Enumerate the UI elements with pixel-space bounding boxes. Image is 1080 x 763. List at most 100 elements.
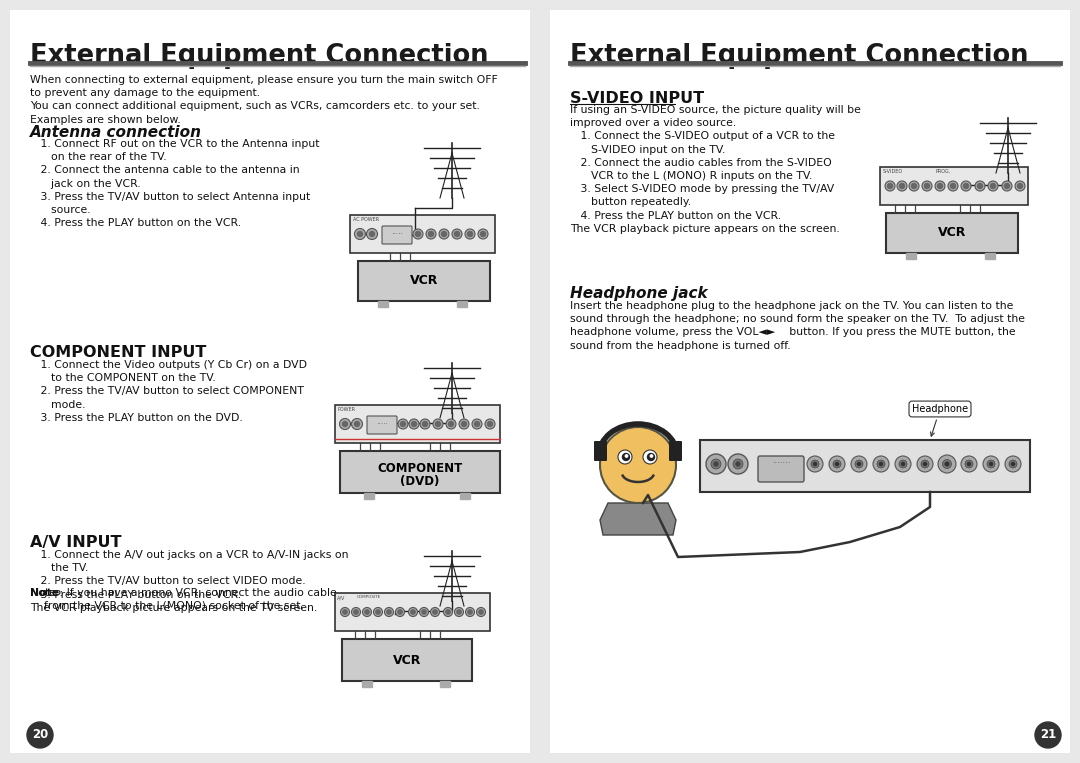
Circle shape [922, 181, 932, 191]
Circle shape [917, 456, 933, 472]
Bar [364, 493, 374, 499]
Circle shape [419, 607, 429, 617]
Circle shape [363, 607, 372, 617]
Circle shape [873, 456, 889, 472]
Text: POWER: POWER [337, 407, 355, 412]
Circle shape [625, 455, 627, 457]
Circle shape [899, 460, 907, 468]
FancyBboxPatch shape [10, 10, 530, 753]
Circle shape [340, 607, 350, 617]
Circle shape [429, 231, 433, 237]
Circle shape [397, 610, 402, 614]
Circle shape [966, 460, 973, 468]
Text: from the VCR to the L(MONO) socket of the set.: from the VCR to the L(MONO) socket of th… [30, 600, 303, 610]
Text: ·····: ····· [391, 230, 403, 240]
Circle shape [387, 610, 391, 614]
Circle shape [983, 456, 999, 472]
Circle shape [354, 228, 365, 240]
Circle shape [339, 418, 351, 430]
FancyBboxPatch shape [357, 261, 490, 301]
Circle shape [858, 462, 861, 465]
Circle shape [438, 229, 449, 239]
Circle shape [426, 229, 436, 239]
Circle shape [1017, 183, 1023, 188]
Circle shape [714, 462, 718, 466]
Circle shape [618, 450, 632, 464]
Circle shape [468, 231, 473, 237]
Circle shape [877, 460, 885, 468]
Circle shape [433, 419, 443, 429]
Bar [460, 493, 470, 499]
Circle shape [416, 231, 420, 237]
Circle shape [478, 610, 483, 614]
FancyBboxPatch shape [335, 405, 500, 443]
Circle shape [833, 460, 841, 468]
Circle shape [435, 421, 441, 427]
Circle shape [342, 421, 348, 427]
Circle shape [945, 462, 949, 465]
Circle shape [937, 183, 943, 188]
Circle shape [888, 183, 892, 188]
Circle shape [365, 610, 369, 614]
Circle shape [1005, 456, 1021, 472]
Circle shape [961, 456, 977, 472]
Bar [906, 253, 916, 259]
Circle shape [989, 462, 993, 465]
Circle shape [420, 419, 430, 429]
FancyBboxPatch shape [758, 456, 804, 482]
Circle shape [474, 421, 480, 427]
FancyBboxPatch shape [342, 639, 472, 681]
Text: External Equipment Connection: External Equipment Connection [570, 43, 1028, 69]
FancyBboxPatch shape [886, 213, 1018, 253]
Circle shape [987, 460, 995, 468]
Circle shape [455, 231, 459, 237]
Circle shape [465, 229, 475, 239]
Text: When connecting to external equipment, please ensure you turn the main switch OF: When connecting to external equipment, p… [30, 75, 498, 124]
Circle shape [813, 462, 816, 465]
Circle shape [472, 419, 482, 429]
Circle shape [409, 419, 419, 429]
Circle shape [733, 459, 743, 469]
Circle shape [468, 610, 472, 614]
Circle shape [990, 183, 996, 188]
Circle shape [1009, 460, 1017, 468]
Circle shape [485, 419, 495, 429]
Text: VCR: VCR [937, 227, 967, 240]
Circle shape [885, 181, 895, 191]
Text: External Equipment Connection: External Equipment Connection [30, 43, 488, 69]
Text: COMPOSITE: COMPOSITE [357, 595, 381, 599]
Text: Note: Note [30, 588, 59, 598]
Text: Headphone: Headphone [912, 404, 968, 436]
Bar [362, 681, 372, 687]
Circle shape [369, 231, 375, 237]
Circle shape [459, 419, 469, 429]
Circle shape [481, 231, 486, 237]
Circle shape [1011, 462, 1014, 465]
Circle shape [395, 607, 405, 617]
Circle shape [648, 453, 654, 461]
Circle shape [357, 231, 363, 237]
Text: COMPONENT INPUT: COMPONENT INPUT [30, 345, 206, 360]
Circle shape [351, 418, 363, 430]
Circle shape [807, 456, 823, 472]
Circle shape [1002, 181, 1012, 191]
Text: Antenna connection: Antenna connection [30, 125, 202, 140]
Circle shape [923, 462, 927, 465]
Circle shape [399, 419, 408, 429]
Circle shape [935, 181, 945, 191]
Circle shape [433, 610, 437, 614]
Circle shape [27, 722, 53, 748]
Text: S-VIDEO INPUT: S-VIDEO INPUT [570, 91, 704, 106]
Circle shape [422, 610, 427, 614]
Circle shape [422, 421, 428, 427]
Text: S-VIDEO: S-VIDEO [883, 169, 903, 174]
Circle shape [1015, 181, 1025, 191]
Circle shape [939, 455, 956, 473]
FancyBboxPatch shape [880, 167, 1028, 205]
Text: 1. Connect the Video outputs (Y Cb Cr) on a DVD
      to the COMPONENT on the TV: 1. Connect the Video outputs (Y Cb Cr) o… [30, 360, 307, 423]
Circle shape [811, 460, 819, 468]
Circle shape [366, 228, 378, 240]
Circle shape [354, 421, 360, 427]
Circle shape [711, 459, 721, 469]
Circle shape [643, 450, 657, 464]
